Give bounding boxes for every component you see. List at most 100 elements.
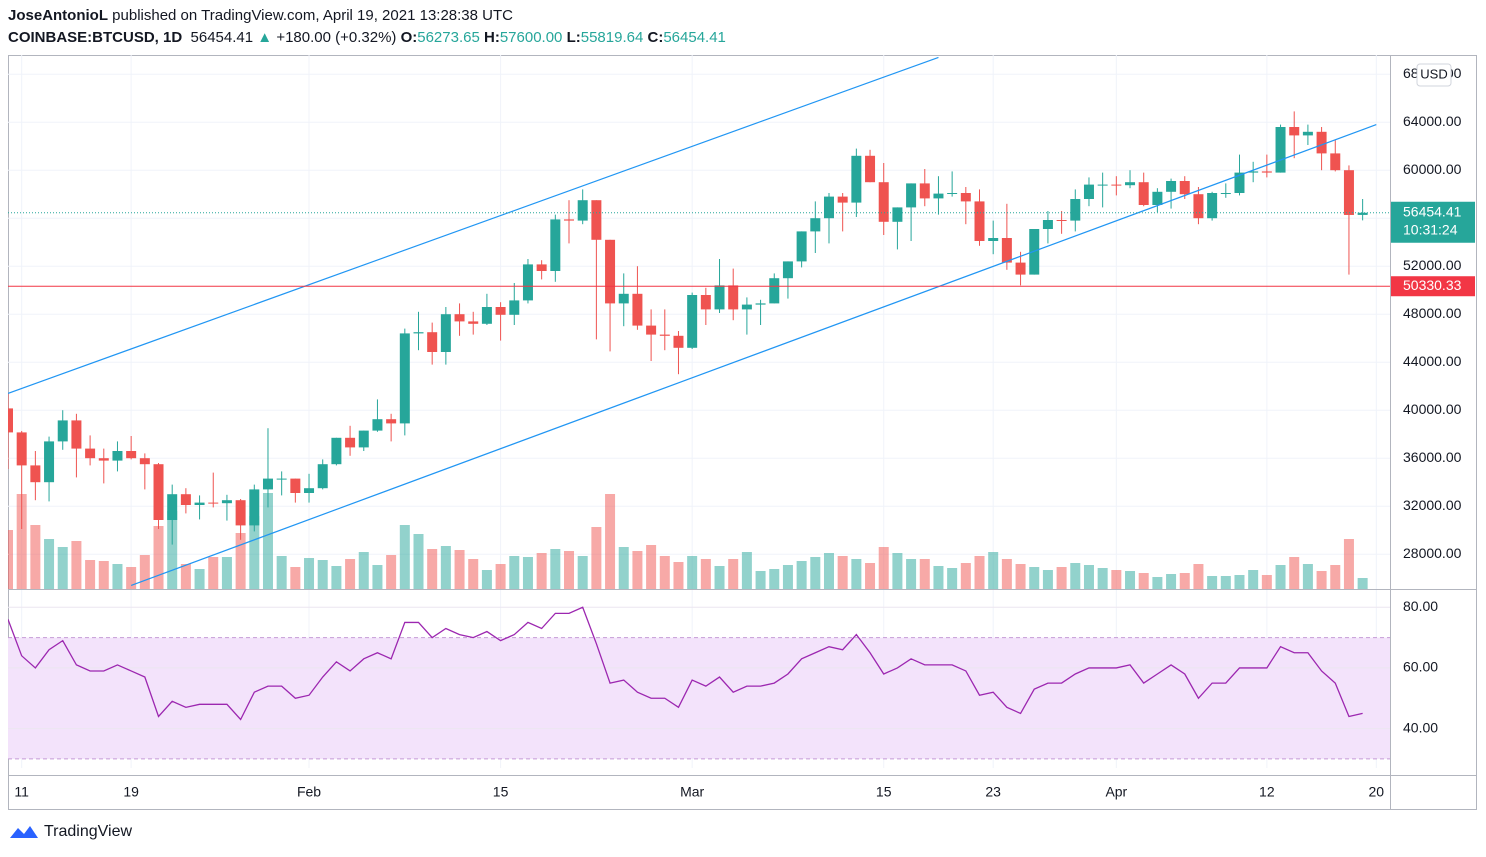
candle-body	[44, 441, 55, 483]
volume-bar	[1125, 571, 1136, 589]
x-tick-label: 23	[985, 784, 1001, 800]
candle-body	[906, 183, 917, 208]
candle-body	[728, 285, 739, 310]
volume-bar	[1302, 564, 1313, 589]
y-tick-label: 60000.00	[1403, 161, 1462, 177]
volume-bar	[139, 555, 150, 589]
y-tick-label: 28000.00	[1403, 545, 1462, 561]
rsi-line	[8, 606, 1363, 721]
volume-bar	[960, 563, 971, 589]
volume-bar	[851, 559, 862, 589]
candle-body	[180, 494, 191, 505]
candle-body	[1330, 153, 1341, 171]
volume-bar	[823, 553, 834, 589]
candle-body	[605, 239, 616, 304]
volume-bar	[728, 559, 739, 589]
volume-bar	[769, 569, 780, 589]
volume-bar	[112, 564, 123, 589]
volume-bar	[495, 564, 506, 589]
volume-bar	[8, 530, 13, 589]
y-tick-label: 52000.00	[1403, 257, 1462, 273]
candle-body	[153, 464, 164, 520]
x-tick-label: 15	[493, 784, 509, 800]
candle-body	[646, 325, 657, 335]
x-tick-label: Apr	[1105, 784, 1127, 800]
candle-body	[304, 488, 315, 493]
candle-body	[1111, 184, 1122, 186]
l-label: L:	[566, 29, 581, 46]
candle-body	[1166, 181, 1177, 192]
volume-bar	[933, 566, 944, 589]
rsi-band	[8, 637, 1390, 759]
candle-body	[85, 448, 96, 459]
candle-body	[1097, 184, 1108, 186]
change: +180.00 (+0.32%)	[276, 29, 397, 46]
candle-body	[386, 419, 397, 424]
volume-bar	[468, 559, 479, 589]
volume-bar	[1343, 539, 1354, 589]
trendline	[8, 56, 939, 394]
volume-bar	[878, 547, 889, 589]
candle-body	[1248, 171, 1259, 173]
volume-bar	[358, 552, 369, 589]
x-tick-label: 20	[1369, 784, 1385, 800]
volume-bar	[262, 493, 273, 589]
volume-bar	[167, 511, 178, 589]
candle-body	[1138, 182, 1149, 205]
volume-bar	[290, 567, 301, 589]
volume-bar	[577, 556, 588, 589]
candle-body	[509, 300, 520, 315]
volume-bar	[1083, 565, 1094, 589]
volume-bar	[796, 561, 807, 589]
y-tick-label: 48000.00	[1403, 305, 1462, 321]
candle-body	[16, 432, 27, 466]
volume-bar	[153, 526, 164, 589]
candle-body	[440, 314, 451, 352]
volume-bar	[1207, 576, 1218, 589]
candle-body	[755, 303, 766, 305]
volume-bar	[71, 541, 82, 589]
currency-box	[1416, 63, 1452, 87]
candle-body	[1275, 127, 1286, 173]
volume-bar	[331, 566, 342, 589]
candle-body	[947, 193, 958, 194]
currency: USD	[1420, 66, 1447, 81]
volume-bar	[1193, 564, 1204, 589]
volume-bar	[782, 565, 793, 589]
volume-bar	[892, 553, 903, 589]
candle-body	[454, 314, 465, 322]
candle-body	[591, 200, 602, 240]
volume-bar	[1056, 567, 1067, 589]
candle-body	[167, 494, 178, 520]
volume-bar	[481, 570, 492, 589]
volume-bar	[276, 556, 287, 589]
candle-body	[317, 464, 328, 489]
y-tick-label: 44000.00	[1403, 353, 1462, 369]
high: 57600.00	[499, 29, 563, 46]
footer: TradingView	[8, 822, 132, 842]
arrow: ▲	[257, 29, 273, 46]
volume-bar	[1015, 564, 1026, 589]
candle-body	[700, 295, 711, 310]
volume-bar	[235, 533, 246, 589]
volume-bar	[1070, 563, 1081, 589]
published: published on TradingView.com, April 19, …	[112, 7, 513, 24]
volume-bar	[1289, 557, 1300, 589]
last: 56454.41	[190, 29, 254, 46]
volume-bar	[1111, 570, 1122, 589]
candle-body	[276, 478, 287, 480]
volume-bar	[208, 557, 219, 589]
volume-bar	[591, 527, 602, 589]
volume-bar	[1234, 575, 1245, 589]
volume-bar	[386, 555, 397, 589]
candle-body	[714, 285, 725, 310]
close: 56454.41	[663, 29, 726, 46]
volume-bar	[659, 556, 670, 589]
volume-bar	[1316, 571, 1327, 589]
candle-body	[1001, 238, 1012, 263]
volume-bar	[974, 556, 985, 589]
legend-line: COINBASE:BTCUSD, 1D 56454.41 ▲ +180.00 (…	[8, 29, 726, 46]
candle-body	[782, 261, 793, 279]
candle-body	[741, 304, 752, 310]
candle-body	[1207, 193, 1218, 219]
